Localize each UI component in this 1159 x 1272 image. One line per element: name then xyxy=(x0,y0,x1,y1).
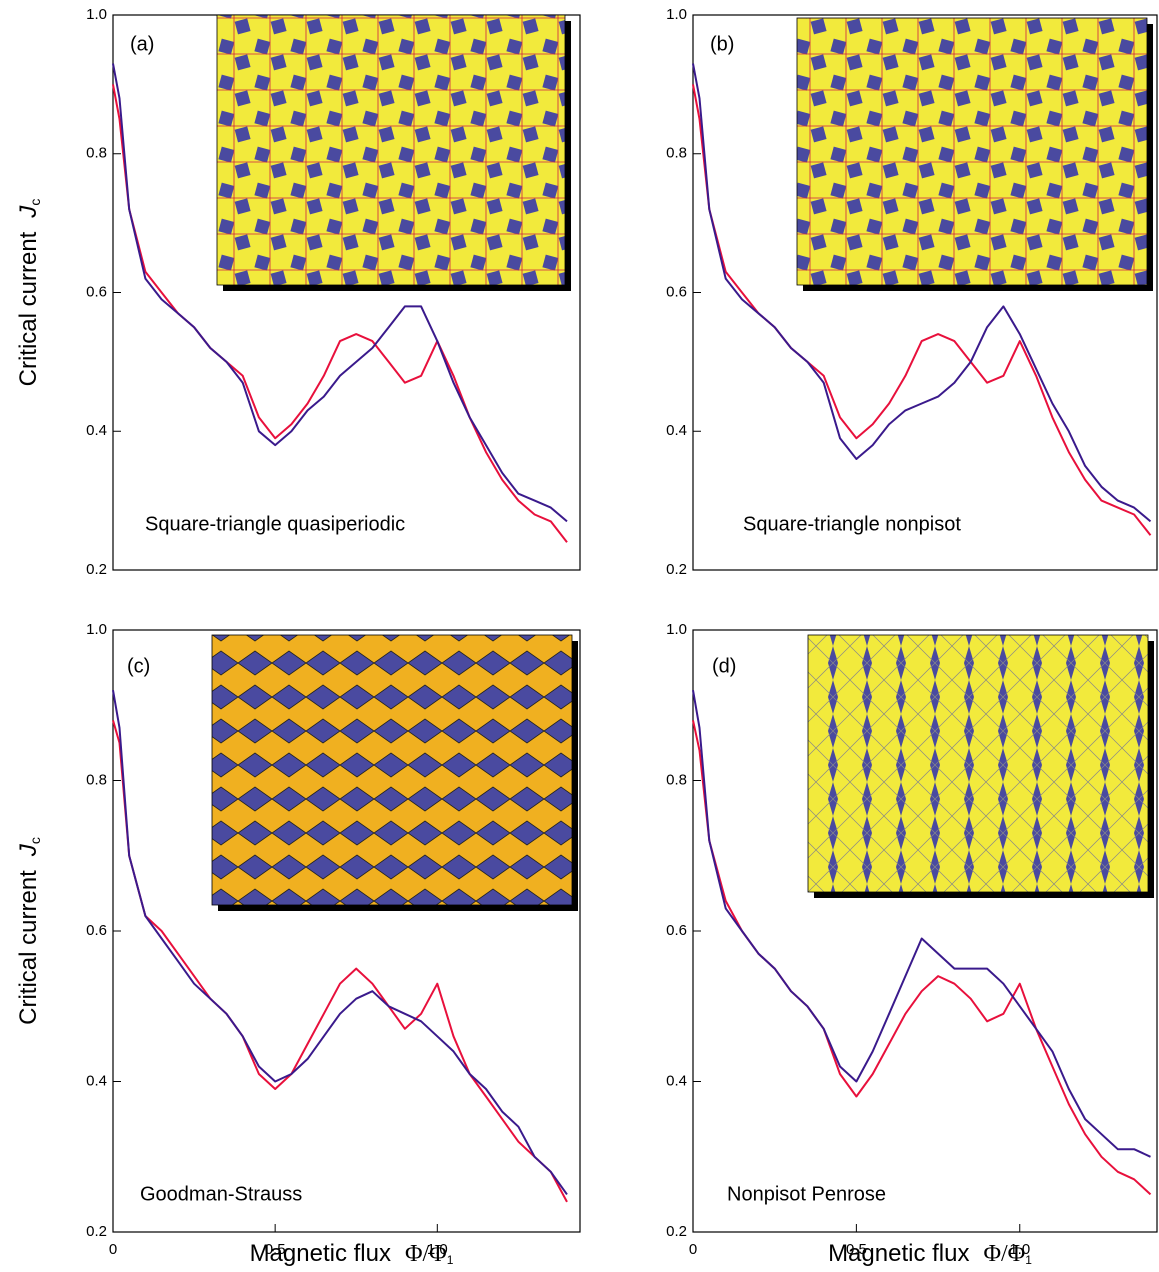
y-axis-subscript: c xyxy=(27,837,43,844)
y-tick-label: 0.8 xyxy=(86,145,107,162)
y-tick-label: 0.8 xyxy=(666,145,687,162)
y-tick-label: 0.4 xyxy=(666,422,687,439)
annotation: Nonpisot Penrose xyxy=(727,1183,886,1205)
y-tick-label: 0.6 xyxy=(666,283,687,300)
y-tick-label: 0.4 xyxy=(86,422,107,439)
y-tick-label: 1.0 xyxy=(666,621,687,638)
x-axis-label-text: Magnetic flux xyxy=(828,1240,969,1267)
data-line xyxy=(112,63,568,523)
x-axis-symbol: Φ/Φ xyxy=(405,1241,447,1267)
x-axis-label: Magnetic flux Φ/Φ1 xyxy=(828,1240,1032,1267)
inset-tiling xyxy=(796,17,1148,286)
panel-label: (d) xyxy=(712,655,736,677)
y-tick-label: 0.8 xyxy=(666,771,687,788)
y-tick-label: 1.0 xyxy=(86,621,107,638)
x-tick-label: 0 xyxy=(689,1241,697,1258)
x-axis-label: Magnetic flux Φ/Φ1 xyxy=(250,1240,454,1267)
data-line xyxy=(112,720,568,1203)
y-tick-label: 0.4 xyxy=(86,1072,107,1089)
y-tick-label: 0.6 xyxy=(86,283,107,300)
y-tick-label: 0.4 xyxy=(666,1072,687,1089)
annotation: Goodman-Strauss xyxy=(140,1183,302,1205)
y-tick-label: 1.0 xyxy=(86,6,107,23)
inset-tiling xyxy=(807,634,1149,893)
inset-tiling xyxy=(216,14,566,286)
inset-tiling xyxy=(211,634,573,906)
y-tick-label: 0.2 xyxy=(666,1223,687,1240)
x-tick-label: 0.5 xyxy=(846,1241,867,1258)
y-axis-label: Critical current Jc xyxy=(15,837,42,1025)
annotation: Square-triangle quasiperiodic xyxy=(145,513,405,535)
y-tick-label: 0.2 xyxy=(86,1223,107,1240)
y-axis-label: Critical current Jc xyxy=(15,199,42,387)
y-tick-label: 0.2 xyxy=(666,561,687,578)
x-axis-subscript: 1 xyxy=(447,1253,454,1267)
y-tick-label: 0.6 xyxy=(86,922,107,939)
data-line xyxy=(692,63,1152,523)
annotation: Square-triangle nonpisot xyxy=(743,513,961,535)
x-axis-label-text: Magnetic flux xyxy=(250,1240,391,1267)
panel-label: (b) xyxy=(710,33,734,55)
y-axis-symbol: J xyxy=(15,843,42,857)
y-tick-label: 0.6 xyxy=(666,922,687,939)
data-line xyxy=(692,690,1151,1158)
y-axis-label-text: Critical current xyxy=(15,870,42,1025)
data-line xyxy=(112,690,568,1195)
y-tick-label: 0.2 xyxy=(86,561,107,578)
panel-label: (c) xyxy=(127,655,150,677)
x-tick-label: 0.5 xyxy=(265,1241,286,1258)
x-axis-symbol: Φ/Φ xyxy=(983,1241,1025,1267)
y-tick-label: 1.0 xyxy=(666,6,687,23)
x-tick-label: 1.0 xyxy=(1009,1241,1030,1258)
y-axis-symbol: J xyxy=(15,205,42,219)
y-tick-label: 0.8 xyxy=(86,771,107,788)
x-tick-label: 0 xyxy=(109,1241,117,1258)
x-axis-subscript: 1 xyxy=(1025,1253,1032,1267)
y-axis-label-text: Critical current xyxy=(15,231,42,386)
x-tick-label: 1.0 xyxy=(427,1241,448,1258)
y-axis-subscript: c xyxy=(27,199,43,206)
panel-label: (a) xyxy=(130,33,154,55)
